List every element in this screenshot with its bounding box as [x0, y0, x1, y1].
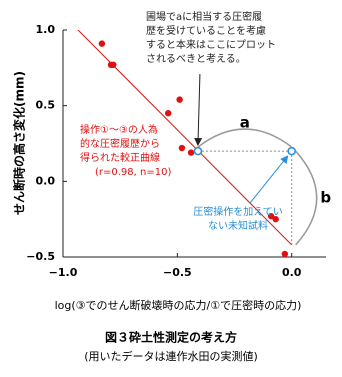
annotation-fit: (r=0.98, n=10): [95, 167, 171, 178]
annotation-top: 圃場でaに相当する圧密履: [146, 10, 262, 23]
caption: 図３砕土性測定の考え方: [105, 330, 237, 345]
x-tick-label: 0.0: [282, 266, 302, 279]
annotation-top: されるべきと考える。: [146, 53, 246, 65]
point: [267, 212, 275, 220]
caption-sub: (用いたデータは連作水田の実測値): [84, 349, 258, 363]
label-b: b: [320, 188, 331, 206]
unknown-point: [193, 146, 203, 156]
fit-line: [77, 30, 293, 246]
point: [281, 250, 289, 258]
y-tick-label: 0.0: [36, 174, 56, 187]
annotation-top: すると本来はここにプロット: [146, 38, 276, 51]
x-tick-label: −1.0: [49, 266, 78, 279]
point: [178, 144, 186, 152]
annotation-fit: 得られた較正曲線: [80, 151, 160, 164]
arrow-top: [194, 73, 203, 147]
arc-b: [295, 150, 318, 246]
point: [176, 96, 183, 103]
y-tick-label: 0.5: [36, 99, 56, 112]
x-axis-label: log(③でのせん断破壊時の応力/①で圧密時の応力): [55, 298, 302, 312]
y-tick-label: −0.5: [26, 250, 55, 263]
annotation-fit: 操作①～③の人為: [80, 123, 158, 136]
point: [98, 40, 106, 47]
shifted-point: [287, 146, 296, 156]
point: [187, 149, 195, 156]
y-axis-label: せん断時の高さ変化(mm): [12, 71, 27, 215]
annotation-top: 歴を受けていることを考慮: [146, 24, 266, 37]
annotation-fit: 的な圧密履歴から: [80, 137, 160, 150]
label-a: a: [240, 114, 250, 132]
point: [272, 215, 279, 223]
point: [110, 61, 117, 69]
annotation-unknown: ない未知試料: [208, 219, 268, 232]
annotation-unknown: 圧密操作を加えてい: [193, 205, 283, 218]
point: [165, 110, 172, 117]
arc-a: [197, 128, 293, 148]
x-tick-label: −0.5: [163, 266, 192, 279]
arrow-unknown: [249, 155, 289, 204]
y-tick-label: 1.0: [36, 23, 56, 36]
